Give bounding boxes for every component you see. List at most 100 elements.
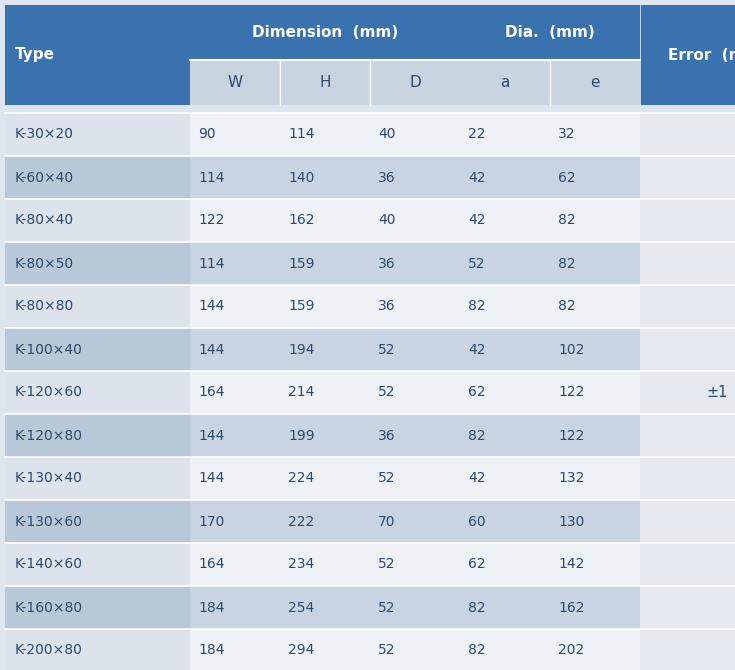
Bar (460, 113, 550, 156)
Text: 202: 202 (558, 643, 584, 657)
Bar (550, 60, 640, 105)
Bar (5, 242, 190, 285)
Text: 144: 144 (198, 299, 224, 314)
Bar (280, 199, 370, 242)
Bar (460, 199, 550, 242)
Text: 142: 142 (558, 557, 584, 572)
Text: K-130×60: K-130×60 (15, 515, 83, 529)
Bar (5, 105, 735, 113)
Bar (640, 199, 735, 242)
Bar (5, 371, 190, 414)
Text: 60: 60 (468, 515, 486, 529)
Bar (280, 457, 370, 500)
Text: 222: 222 (288, 515, 315, 529)
Bar (640, 457, 735, 500)
Bar (370, 242, 460, 285)
Bar (5, 113, 190, 156)
Bar (5, 328, 190, 371)
Text: 184: 184 (198, 600, 224, 614)
Text: 122: 122 (558, 429, 584, 442)
Text: 52: 52 (378, 385, 395, 399)
Text: 144: 144 (198, 342, 224, 356)
Text: 52: 52 (468, 257, 486, 271)
Text: 40: 40 (378, 127, 395, 141)
Text: Dimension  (mm): Dimension (mm) (252, 25, 398, 40)
Text: W: W (227, 75, 243, 90)
Bar (280, 285, 370, 328)
Bar (460, 414, 550, 457)
Bar (370, 457, 460, 500)
Text: K-120×60: K-120×60 (15, 385, 83, 399)
Text: a: a (501, 75, 509, 90)
Text: K-100×40: K-100×40 (15, 342, 83, 356)
Bar (550, 156, 640, 199)
Text: 62: 62 (468, 557, 486, 572)
Text: 82: 82 (558, 299, 576, 314)
Bar (280, 629, 370, 670)
Text: 42: 42 (468, 170, 486, 184)
Text: 42: 42 (468, 342, 486, 356)
Text: 70: 70 (378, 515, 395, 529)
Bar (460, 457, 550, 500)
Bar (460, 156, 550, 199)
Bar (370, 543, 460, 586)
Bar (550, 457, 640, 500)
Bar (5, 199, 190, 242)
Bar (370, 629, 460, 670)
Text: 130: 130 (558, 515, 584, 529)
Text: 140: 140 (288, 170, 315, 184)
Text: 214: 214 (288, 385, 315, 399)
Bar (460, 328, 550, 371)
Bar (640, 242, 735, 285)
Text: D: D (409, 75, 421, 90)
Text: Dia.  (mm): Dia. (mm) (505, 25, 595, 40)
Text: K-130×40: K-130×40 (15, 472, 83, 486)
Text: 36: 36 (378, 429, 395, 442)
Bar (550, 586, 640, 629)
Bar (640, 5, 735, 105)
Text: K-200×80: K-200×80 (15, 643, 83, 657)
Text: K-160×80: K-160×80 (15, 600, 83, 614)
Text: 162: 162 (288, 214, 315, 228)
Text: Type: Type (15, 48, 55, 62)
Bar (190, 242, 280, 285)
Bar (640, 629, 735, 670)
Text: 162: 162 (558, 600, 584, 614)
Bar (190, 629, 280, 670)
Text: K-80×40: K-80×40 (15, 214, 74, 228)
Text: ±1: ±1 (707, 385, 728, 400)
Text: 36: 36 (378, 299, 395, 314)
Bar (370, 371, 460, 414)
Text: 52: 52 (378, 342, 395, 356)
Text: 144: 144 (198, 429, 224, 442)
Bar (550, 285, 640, 328)
Bar (640, 113, 735, 156)
Text: 90: 90 (198, 127, 215, 141)
Bar (190, 457, 280, 500)
Text: 294: 294 (288, 643, 315, 657)
Bar (370, 156, 460, 199)
Bar (280, 156, 370, 199)
Text: 159: 159 (288, 257, 315, 271)
Text: 82: 82 (468, 429, 486, 442)
Bar (5, 543, 190, 586)
Bar (190, 414, 280, 457)
Text: 36: 36 (378, 170, 395, 184)
Text: 82: 82 (468, 600, 486, 614)
Bar (5, 629, 190, 670)
Text: 164: 164 (198, 385, 224, 399)
Bar (640, 500, 735, 543)
Text: 144: 144 (198, 472, 224, 486)
Text: K-80×80: K-80×80 (15, 299, 74, 314)
Bar (5, 156, 190, 199)
Bar (550, 414, 640, 457)
Bar (190, 156, 280, 199)
Text: 132: 132 (558, 472, 584, 486)
Bar (550, 328, 640, 371)
Bar (280, 113, 370, 156)
Bar (190, 113, 280, 156)
Bar (5, 500, 190, 543)
Text: 62: 62 (558, 170, 576, 184)
Bar (460, 60, 550, 105)
Bar (460, 543, 550, 586)
